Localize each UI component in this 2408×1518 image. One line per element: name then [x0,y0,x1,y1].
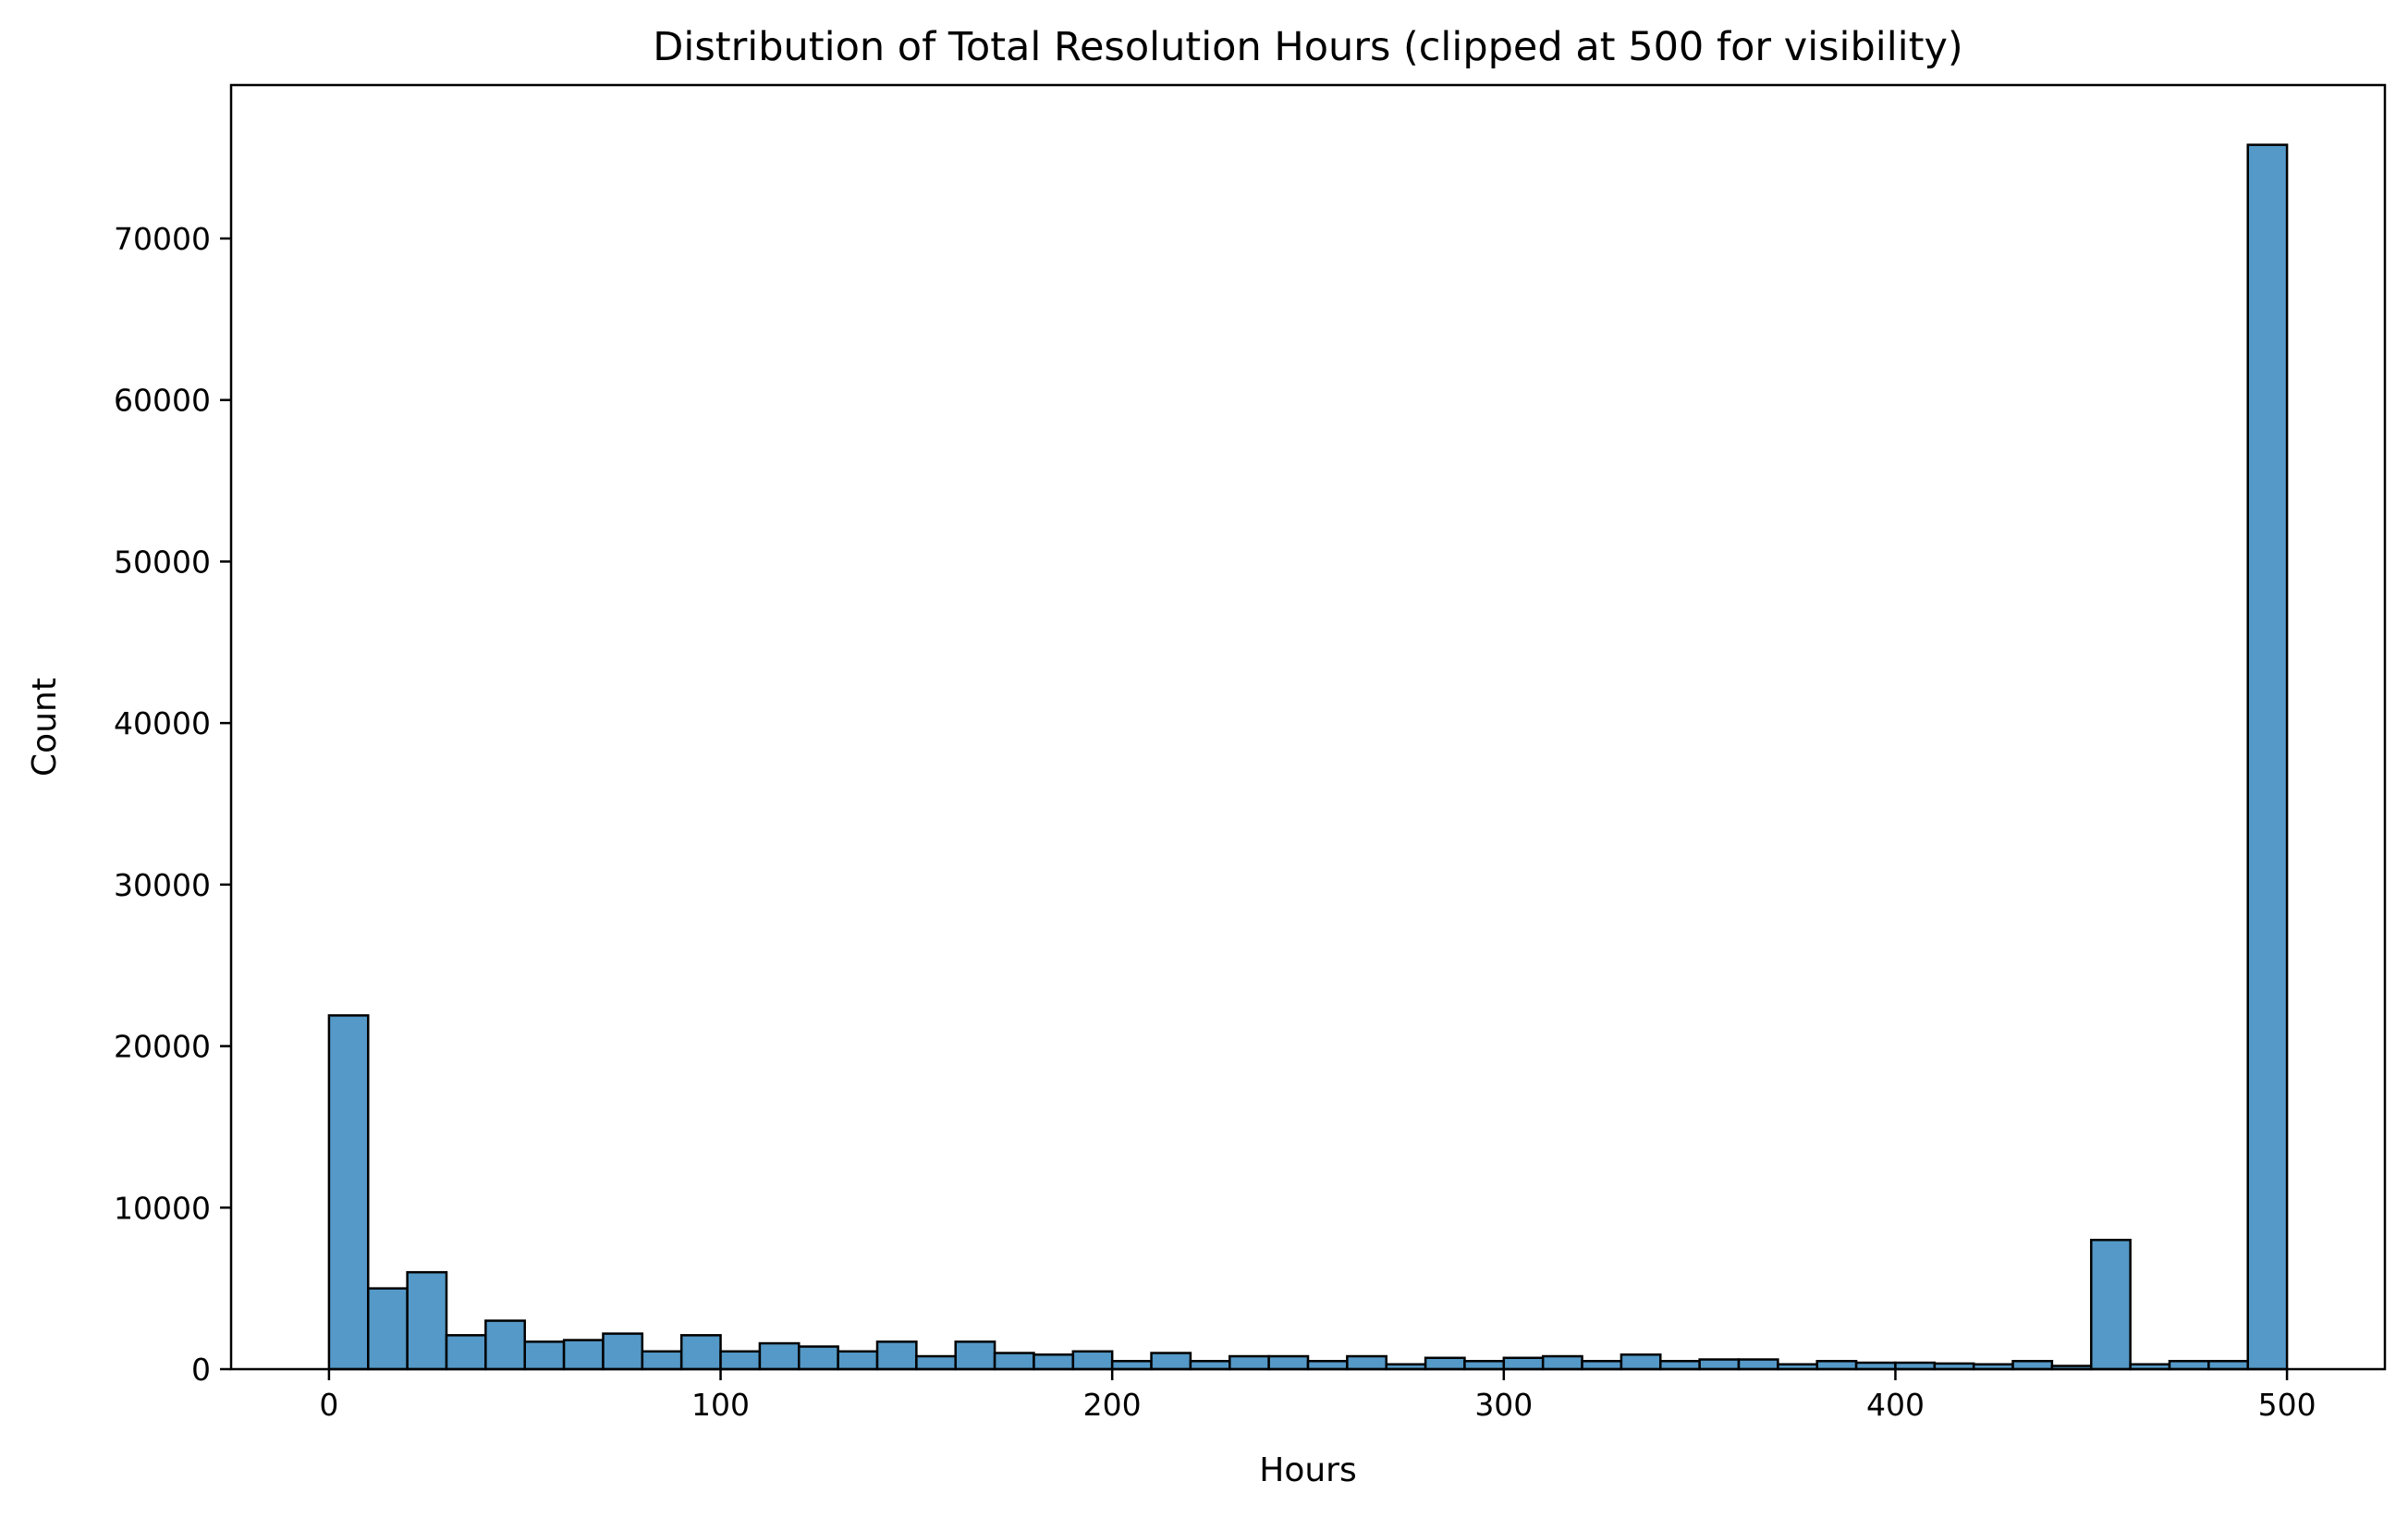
histogram-bar [1463,1360,1506,1371]
histogram-bar [1189,1360,1231,1371]
y-tick-label: 60000 [114,383,211,419]
histogram-bar [2246,143,2289,1371]
x-tick-label: 400 [1866,1387,1925,1423]
x-axis-label: Hours [1259,1451,1356,1489]
y-axis-label: Count [26,678,64,777]
histogram-bar [837,1350,879,1371]
histogram-bar [1033,1353,1075,1371]
histogram-bar [875,1340,918,1371]
histogram-bar [1150,1352,1192,1371]
chart-title: Distribution of Total Resolution Hours (… [653,24,1962,70]
histogram-bar [1346,1354,1387,1371]
histogram-bar [679,1334,722,1371]
histogram-bar [602,1332,644,1371]
y-tick-label: 10000 [114,1190,211,1226]
histogram-bar [954,1340,996,1371]
histogram-bar [798,1345,839,1371]
histogram-bar [1110,1360,1153,1371]
histogram-bar [719,1350,762,1371]
histogram-bar [2011,1360,2054,1371]
histogram-bar [1306,1360,1349,1371]
histogram-bar [484,1319,526,1371]
histogram-bar [1698,1358,1741,1371]
histogram-bar [406,1270,448,1371]
histogram-bar [1620,1353,1662,1371]
histogram-bar [562,1339,605,1371]
histogram-bar [915,1354,957,1371]
y-tick-label: 30000 [114,867,211,903]
histogram-bar [445,1334,487,1371]
y-tick-label: 50000 [114,544,211,580]
x-tick-label: 0 [319,1387,338,1423]
histogram-bar [327,1014,370,1371]
plot-frame [229,83,2387,1371]
histogram-bar [2207,1360,2249,1371]
x-tick-label: 500 [2258,1387,2316,1423]
histogram-bar [993,1352,1035,1371]
histogram-bar [1541,1354,1583,1371]
histogram-bar [523,1340,566,1371]
y-tick-label: 20000 [114,1029,211,1065]
y-tick-label: 40000 [114,705,211,741]
histogram-bar [1267,1354,1310,1371]
ticks-layer: 0 100 200 300 400 500 0 10000 20000 30000 40000 500… [114,221,2316,1423]
histogram-bar [1071,1350,1114,1371]
histogram-bar [758,1341,801,1371]
histogram-bar [2090,1238,2132,1371]
bars-layer [327,143,2289,1371]
histogram-bar [2168,1360,2210,1371]
histogram-bar [1659,1360,1701,1371]
histogram-bar [1737,1358,1779,1371]
histogram-bar [1502,1356,1545,1371]
x-tick-label: 300 [1474,1387,1533,1423]
histogram-bar [1815,1360,1858,1371]
histogram-bar [1581,1360,1623,1371]
histogram-bar [1424,1356,1466,1371]
histogram-bar [367,1287,409,1371]
histogram-bar [641,1350,683,1371]
y-tick-label: 70000 [114,221,211,257]
x-tick-label: 100 [691,1387,750,1423]
x-tick-label: 200 [1083,1387,1142,1423]
histogram-bar [1228,1354,1270,1371]
y-tick-label: 0 [191,1352,211,1388]
